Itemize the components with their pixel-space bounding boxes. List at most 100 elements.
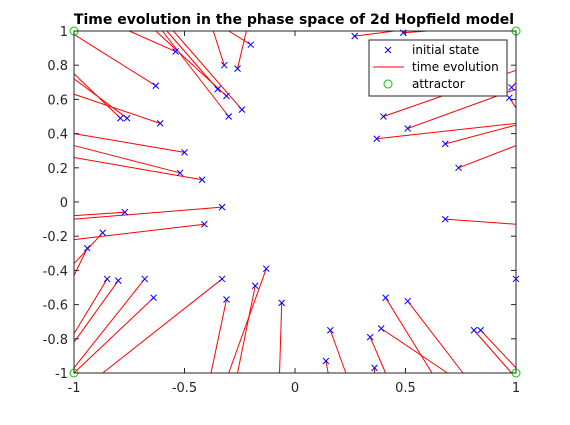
initial-state-marker bbox=[373, 135, 381, 143]
marker-stroke bbox=[322, 357, 330, 365]
marker-stroke bbox=[156, 119, 164, 127]
trajectory-line bbox=[73, 278, 146, 369]
trajectory-line bbox=[102, 278, 223, 374]
marker-stroke bbox=[223, 296, 230, 303]
marker-stroke bbox=[506, 94, 513, 102]
y-tick-label: 0.2 bbox=[47, 162, 68, 177]
y-tick-label: 0.4 bbox=[47, 128, 68, 143]
marker-stroke bbox=[223, 92, 230, 100]
marker-stroke bbox=[441, 215, 449, 223]
y-tick-label: -1 bbox=[55, 367, 68, 382]
legend-items: initial state time evolution attractor bbox=[373, 43, 499, 91]
initial-state-marker bbox=[223, 296, 230, 303]
marker-stroke bbox=[380, 113, 387, 120]
trajectory-line bbox=[73, 133, 185, 153]
x-tick-label: -1 bbox=[68, 381, 81, 396]
marker-stroke bbox=[150, 294, 157, 302]
trajectory-line bbox=[73, 33, 157, 87]
initial-state-marker bbox=[181, 149, 188, 156]
initial-state-marker bbox=[508, 84, 515, 91]
trajectory-line bbox=[480, 329, 517, 369]
marker-stroke bbox=[234, 65, 241, 72]
initial-state-marker bbox=[117, 114, 124, 122]
marker-stroke bbox=[247, 41, 255, 49]
trajectory-line bbox=[73, 145, 181, 174]
trajectory-line bbox=[473, 329, 512, 374]
trajectory-line bbox=[162, 30, 230, 117]
initial-state-marker bbox=[123, 114, 131, 122]
trajectory-line bbox=[73, 78, 128, 119]
x-tick-label: 0.5 bbox=[395, 381, 416, 396]
marker-stroke bbox=[373, 135, 381, 143]
marker-stroke bbox=[152, 82, 160, 90]
initial-state-marker bbox=[262, 265, 270, 273]
marker-stroke bbox=[262, 265, 270, 273]
marker-stroke bbox=[114, 277, 122, 285]
trajectory-group bbox=[73, 30, 517, 374]
marker-stroke bbox=[99, 229, 107, 237]
legend-swatch-x bbox=[384, 46, 392, 54]
marker-stroke bbox=[327, 326, 334, 334]
initial-state-marker bbox=[99, 229, 107, 237]
trajectory-line bbox=[212, 30, 225, 66]
trajectory-line bbox=[458, 145, 517, 169]
trajectory-line bbox=[228, 268, 267, 374]
trajectory-line bbox=[445, 124, 517, 145]
marker-stroke bbox=[172, 48, 180, 55]
x-tick-label: 1 bbox=[512, 381, 520, 396]
marker-stroke bbox=[201, 220, 208, 228]
marker-stroke bbox=[225, 113, 233, 120]
initial-state-marker bbox=[225, 113, 233, 120]
initial-state-marker bbox=[404, 125, 412, 132]
marker-stroke bbox=[470, 326, 478, 334]
legend-box bbox=[368, 39, 508, 97]
marker-stroke bbox=[117, 114, 124, 122]
y-tick-label: -0.4 bbox=[43, 264, 68, 279]
legend-label: attractor bbox=[412, 77, 465, 91]
marker-stroke bbox=[83, 244, 91, 252]
initial-state-marker bbox=[234, 65, 241, 72]
initial-state-marker bbox=[214, 85, 222, 93]
x-tick-label: 0 bbox=[291, 381, 299, 396]
legend-swatch-circle bbox=[383, 79, 393, 89]
tick-group: -1 -0.5 0 0.5 1 -1 -0.8 -0.6 -0.4 -0.2 0 0.2 0.4 0.6 0… bbox=[43, 25, 521, 396]
marker-stroke bbox=[198, 176, 206, 184]
legend: initial state time evolution attractor bbox=[368, 39, 508, 97]
marker-stroke bbox=[404, 125, 412, 132]
marker-stroke bbox=[477, 326, 484, 334]
marker-stroke bbox=[455, 164, 462, 172]
marker-stroke bbox=[377, 325, 385, 332]
legend-label: time evolution bbox=[412, 60, 499, 74]
initial-state-marker bbox=[198, 176, 206, 184]
initial-state-marker bbox=[380, 113, 387, 120]
y-tick-label: 0.6 bbox=[47, 93, 68, 108]
trajectory-line bbox=[385, 297, 433, 374]
initial-state-marker bbox=[201, 220, 208, 228]
initial-state-marker bbox=[172, 48, 180, 55]
initial-state-marker bbox=[223, 92, 230, 100]
initial-state-marker bbox=[141, 275, 149, 283]
marker-stroke bbox=[384, 46, 392, 54]
initial-state-marker bbox=[477, 326, 484, 334]
initial-state-marker bbox=[247, 41, 255, 49]
trajectory-line bbox=[445, 218, 517, 225]
marker-stroke bbox=[382, 294, 389, 302]
trajectory-line bbox=[354, 30, 395, 37]
initial-state-marker bbox=[218, 203, 226, 211]
legend-label: initial state bbox=[412, 43, 479, 57]
trajectory-line bbox=[369, 336, 387, 374]
marker-stroke bbox=[371, 364, 378, 372]
trajectory-line bbox=[407, 300, 464, 374]
marker-stroke bbox=[278, 299, 286, 307]
marker-stroke bbox=[218, 275, 226, 283]
trajectory-line bbox=[73, 232, 104, 264]
trajectory-line bbox=[73, 223, 205, 241]
initial-state-marker bbox=[156, 119, 164, 127]
marker-stroke bbox=[141, 275, 149, 283]
initial-state-marker bbox=[366, 333, 374, 341]
trajectory-line bbox=[73, 280, 119, 343]
trajectory-line bbox=[228, 30, 252, 46]
trajectory-line bbox=[73, 157, 203, 181]
trajectory-line bbox=[73, 211, 125, 217]
